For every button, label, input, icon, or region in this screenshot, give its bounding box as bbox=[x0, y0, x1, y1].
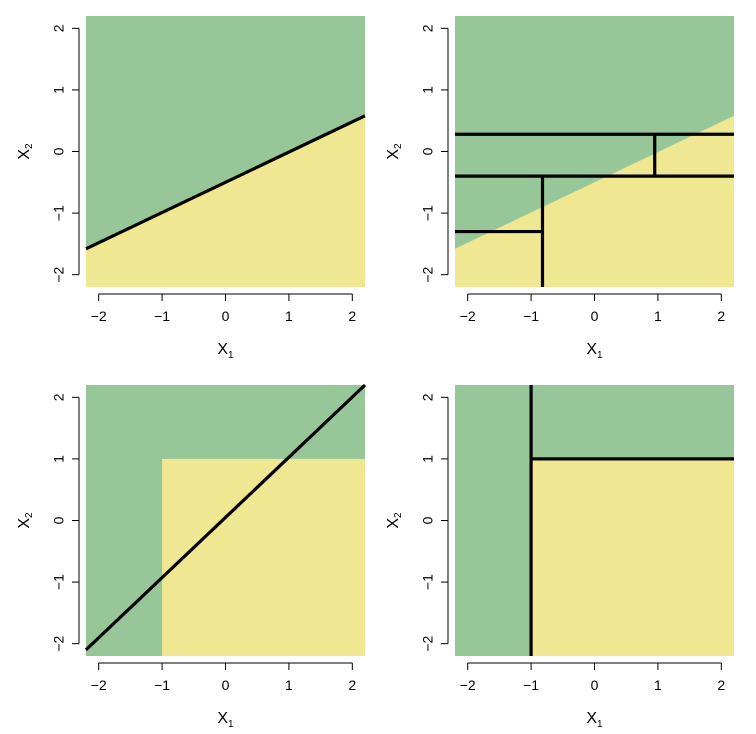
region-yellow bbox=[531, 458, 734, 656]
y-tick-label: 1 bbox=[420, 86, 436, 94]
x-axis-label-sub: 1 bbox=[597, 719, 603, 730]
y-axis-label: X2 bbox=[16, 143, 34, 160]
x-axis-label-sub: 1 bbox=[228, 719, 234, 730]
y-axis-label-main: X bbox=[385, 149, 402, 160]
x-tick-label: 0 bbox=[591, 308, 599, 324]
x-axis-label-main: X bbox=[586, 341, 597, 358]
y-axis-label-sub: 2 bbox=[393, 512, 404, 518]
y-axis-label-sub: 2 bbox=[24, 143, 35, 149]
y-tick-label: −1 bbox=[420, 574, 436, 590]
x-tick-label: 0 bbox=[591, 677, 599, 693]
x-tick-label: 1 bbox=[285, 308, 293, 324]
y-tick-label: −1 bbox=[51, 205, 67, 221]
x-tick-label: −2 bbox=[91, 677, 107, 693]
y-tick-label: −2 bbox=[420, 266, 436, 282]
x-tick-label: 0 bbox=[222, 677, 230, 693]
x-axis-label-main: X bbox=[586, 710, 597, 727]
y-axis-label-main: X bbox=[385, 518, 402, 529]
x-tick-label: 2 bbox=[717, 308, 725, 324]
y-axis-label-main: X bbox=[16, 149, 33, 160]
y-tick-label: 1 bbox=[51, 86, 67, 94]
y-tick-label: −2 bbox=[51, 635, 67, 651]
x-tick-label: −2 bbox=[460, 308, 476, 324]
y-axis-label: X2 bbox=[16, 512, 34, 529]
x-tick-label: −1 bbox=[523, 308, 539, 324]
x-tick-label: −1 bbox=[523, 677, 539, 693]
x-tick-label: −2 bbox=[460, 677, 476, 693]
y-tick-label: 2 bbox=[420, 24, 436, 32]
x-axis-label: X1 bbox=[217, 710, 234, 730]
y-tick-label: 0 bbox=[51, 516, 67, 524]
y-tick-label: 2 bbox=[420, 393, 436, 401]
boundary-line bbox=[85, 114, 366, 251]
y-axis-label: X2 bbox=[385, 143, 403, 160]
x-tick-label: 1 bbox=[654, 308, 662, 324]
y-axis-label-main: X bbox=[16, 518, 33, 529]
x-axis-label: X1 bbox=[217, 341, 234, 361]
y-tick-label: 0 bbox=[51, 147, 67, 155]
x-tick-label: 1 bbox=[285, 677, 293, 693]
x-tick-label: −2 bbox=[91, 308, 107, 324]
x-tick-label: 1 bbox=[654, 677, 662, 693]
y-tick-label: 2 bbox=[51, 24, 67, 32]
y-tick-label: −2 bbox=[420, 635, 436, 651]
y-tick-label: 0 bbox=[420, 147, 436, 155]
y-axis-label-sub: 2 bbox=[393, 143, 404, 149]
y-axis-label-sub: 2 bbox=[24, 512, 35, 518]
region-yellow bbox=[162, 458, 365, 656]
x-tick-label: 2 bbox=[348, 308, 356, 324]
x-axis-label: X1 bbox=[586, 710, 603, 730]
region-yellow bbox=[86, 115, 365, 287]
boundary-line bbox=[84, 383, 367, 652]
region-yellow bbox=[455, 115, 734, 287]
x-tick-label: 0 bbox=[222, 308, 230, 324]
x-axis-label-main: X bbox=[217, 341, 228, 358]
x-tick-label: −1 bbox=[154, 677, 170, 693]
x-axis-label: X1 bbox=[586, 341, 603, 361]
x-tick-label: 2 bbox=[348, 677, 356, 693]
y-tick-label: −2 bbox=[51, 266, 67, 282]
x-tick-label: 2 bbox=[717, 677, 725, 693]
y-tick-label: −1 bbox=[51, 574, 67, 590]
y-tick-label: 1 bbox=[420, 455, 436, 463]
y-tick-label: 1 bbox=[51, 455, 67, 463]
y-tick-label: 2 bbox=[51, 393, 67, 401]
y-axis-label: X2 bbox=[385, 512, 403, 529]
y-tick-label: −1 bbox=[420, 205, 436, 221]
y-tick-label: 0 bbox=[420, 516, 436, 524]
x-axis-label-sub: 1 bbox=[228, 350, 234, 361]
x-axis-label-main: X bbox=[217, 710, 228, 727]
x-axis-label-sub: 1 bbox=[597, 350, 603, 361]
x-tick-label: −1 bbox=[154, 308, 170, 324]
